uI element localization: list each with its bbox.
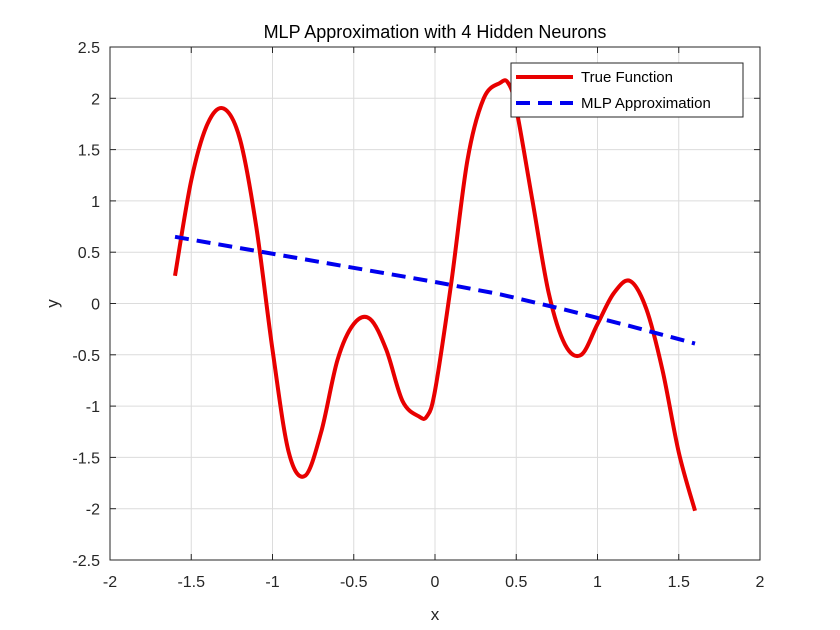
y-tick-label: 1 — [91, 194, 100, 211]
series-layer — [173, 78, 697, 512]
y-tick-label: -1.5 — [72, 450, 100, 467]
y-tick-label: -1 — [86, 399, 100, 416]
y-tick-label: 2.5 — [78, 40, 100, 57]
y-tick-label: 0 — [91, 297, 100, 314]
legend-box — [510, 62, 744, 118]
legend: True Function MLP Approximation — [510, 62, 744, 118]
y-tick-label: 2 — [91, 91, 100, 108]
x-tick-label: 0.5 — [505, 574, 527, 591]
x-tick-label: -1.5 — [177, 574, 205, 591]
series-line-mlp-approximation — [174, 234, 696, 346]
y-tick-label: -2.5 — [72, 553, 100, 570]
x-tick-label: 0 — [431, 574, 440, 591]
y-tick-label: -2 — [86, 502, 100, 519]
x-tick-label: -1 — [265, 574, 279, 591]
x-tick-label: -2 — [103, 574, 117, 591]
grid — [109, 46, 761, 561]
x-tick-label: 1.5 — [668, 574, 690, 591]
x-tick-label: 1 — [593, 574, 602, 591]
chart-title: MLP Approximation with 4 Hidden Neurons — [264, 22, 607, 42]
legend-label-true-function: True Function — [581, 69, 673, 86]
x-tick-label: 2 — [756, 574, 765, 591]
x-tick-label: -0.5 — [340, 574, 368, 591]
legend-label-mlp-approximation: MLP Approximation — [581, 95, 711, 112]
x-axis-label: x — [431, 605, 440, 624]
series-line-true-function — [173, 78, 697, 512]
y-axis-label: y — [43, 299, 62, 308]
ticks: -2 -1.5 -1 -0.5 0 0.5 1 1.5 2-2.5-2-1.5-1-0.500.… — [72, 40, 764, 591]
y-tick-label: 1.5 — [78, 143, 100, 160]
y-tick-label: -0.5 — [72, 348, 100, 365]
y-tick-label: 0.5 — [78, 245, 100, 262]
